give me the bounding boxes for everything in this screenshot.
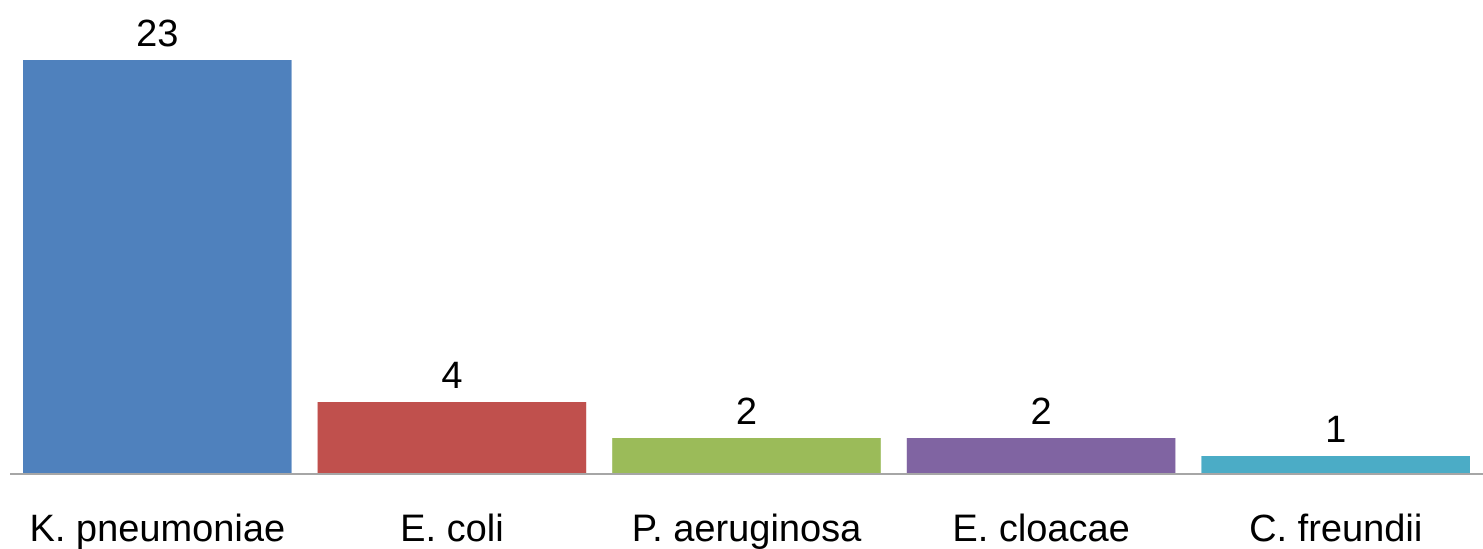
bar-0 xyxy=(23,60,292,474)
category-label-2: P. aeruginosa xyxy=(632,508,862,549)
category-label-3: E. cloacae xyxy=(952,508,1129,549)
category-label-4: C. freundii xyxy=(1249,508,1422,549)
bar-2 xyxy=(612,438,881,474)
data-label-1: 4 xyxy=(441,355,462,397)
data-label-4: 1 xyxy=(1325,409,1346,451)
data-label-3: 2 xyxy=(1031,391,1052,433)
bars-group xyxy=(23,60,1470,474)
bar-3 xyxy=(906,438,1176,474)
data-label-2: 2 xyxy=(736,391,757,433)
bar-4 xyxy=(1201,456,1470,474)
category-label-0: K. pneumoniae xyxy=(29,508,285,549)
data-label-0: 23 xyxy=(136,13,178,55)
category-labels-group: K. pneumoniae E. coli P. aeruginosa E. cloa… xyxy=(29,508,1422,549)
value-labels-group: 23 4 2 2 1 xyxy=(136,13,1346,451)
category-label-1: E. coli xyxy=(400,508,503,549)
bar-1 xyxy=(317,402,587,474)
